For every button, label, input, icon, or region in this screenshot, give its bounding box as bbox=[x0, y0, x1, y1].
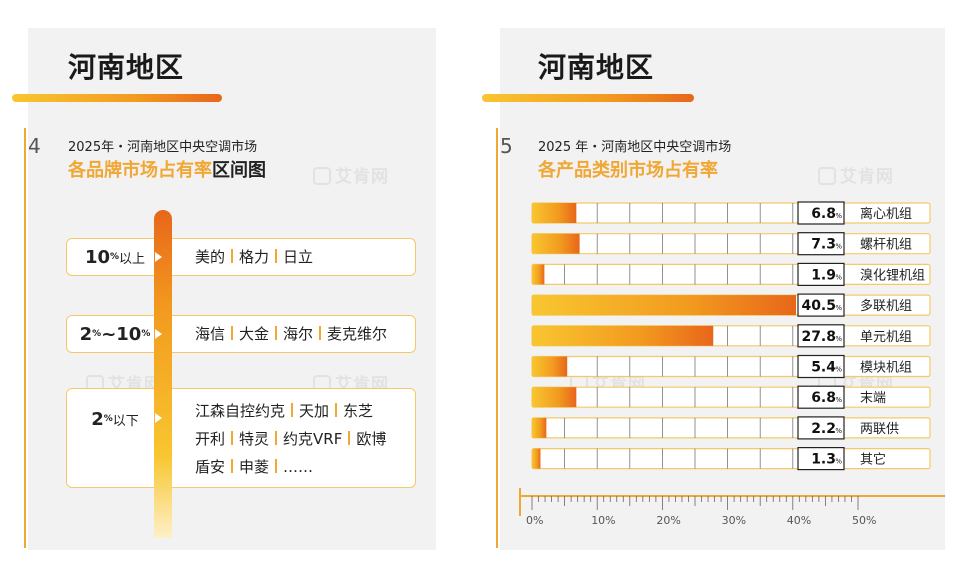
value-box bbox=[797, 201, 845, 225]
value-unit: % bbox=[835, 458, 842, 466]
bar-chart: 6.8% 离心机组 7.3% 螺杆机组 1.9% 溴化锂机组 40.5% 多联机组 27.8% 单… bbox=[519, 201, 945, 527]
value-box bbox=[797, 232, 845, 256]
value-label: 40.5 bbox=[801, 298, 836, 314]
region-title: 河南地区 bbox=[538, 51, 655, 84]
tier-label: 2% ~10% bbox=[79, 323, 151, 345]
category-label: 模块机组 bbox=[860, 361, 912, 376]
bar-其它 bbox=[532, 448, 541, 469]
bar-两联供 bbox=[532, 417, 547, 438]
tier-label: 10% 以上 bbox=[84, 246, 146, 268]
bar-多联机组 bbox=[532, 295, 797, 316]
value-label: 1.9 bbox=[811, 267, 836, 283]
value-box bbox=[797, 293, 845, 317]
x-tick-label: 10% bbox=[591, 514, 615, 527]
side-line bbox=[496, 128, 498, 548]
category-label: 溴化锂机组 bbox=[860, 268, 925, 283]
arrow-marker bbox=[155, 413, 162, 423]
value-unit: % bbox=[835, 335, 842, 343]
gradient-axis-bar bbox=[154, 210, 172, 538]
bar-单元机组 bbox=[532, 325, 714, 346]
x-tick-label: 50% bbox=[852, 514, 876, 527]
category-label: 单元机组 bbox=[860, 330, 912, 345]
value-label: 2.2 bbox=[811, 421, 836, 437]
value-label: 5.4 bbox=[811, 360, 836, 376]
watermark: 艾肯网 bbox=[313, 162, 389, 187]
value-unit: % bbox=[835, 366, 842, 374]
value-label: 7.3 bbox=[811, 237, 836, 253]
tier-row: 2% ~10% 海信 大金 海尔 麦克维尔 bbox=[66, 315, 416, 353]
value-label: 1.3 bbox=[811, 452, 836, 468]
tier-row: 10% 以上 美的 格力 日立 bbox=[66, 238, 416, 276]
arrow-marker bbox=[155, 329, 162, 339]
right-panel: 河南地区 5 2025 年・河南地区中央空调市场 各产品类别市场占有率 艾肯网 … bbox=[482, 28, 945, 550]
subtitle: 2025 年・河南地区中央空调市场 bbox=[538, 140, 732, 155]
value-unit: % bbox=[835, 427, 842, 435]
subtitle: 2025年・河南地区中央空调市场 bbox=[68, 140, 258, 155]
value-unit: % bbox=[835, 273, 842, 281]
heading: 各品牌市场占有率区间图 bbox=[68, 160, 266, 181]
x-tick-label: 20% bbox=[656, 514, 680, 527]
region-title: 河南地区 bbox=[68, 51, 185, 84]
value-label: 27.8 bbox=[801, 329, 836, 345]
title-underline bbox=[12, 94, 222, 102]
category-label: 两联供 bbox=[860, 422, 899, 437]
value-unit: % bbox=[835, 212, 842, 220]
tier-row: 2% 以下 江森自控约克 天加 东芝 开利 特灵 约克VRF 欧博 盾安 申菱…… bbox=[66, 388, 416, 488]
category-label: 离心机组 bbox=[860, 206, 912, 222]
category-label: 末端 bbox=[860, 391, 886, 406]
section-number: 5 bbox=[500, 134, 513, 158]
x-tick-label: 40% bbox=[787, 514, 811, 527]
arrow-marker bbox=[155, 252, 162, 262]
watermark: 艾肯网 bbox=[818, 162, 894, 187]
x-tick-label: 0% bbox=[526, 514, 543, 527]
value-box bbox=[797, 324, 845, 348]
section-number: 4 bbox=[28, 134, 41, 158]
value-box bbox=[797, 385, 845, 409]
tier-label: 2% 以下 bbox=[91, 408, 139, 430]
category-label: 其它 bbox=[860, 452, 886, 468]
x-tick-label: 30% bbox=[722, 514, 746, 527]
brand-list: 海信 大金 海尔 麦克维尔 bbox=[195, 325, 388, 343]
value-unit: % bbox=[835, 243, 842, 251]
bar-模块机组 bbox=[532, 356, 568, 377]
bar-末端 bbox=[532, 387, 577, 408]
category-label: 多联机组 bbox=[860, 298, 912, 314]
brand-list: 江森自控约克 天加 东芝 开利 特灵 约克VRF 欧博 盾安 申菱…… bbox=[195, 402, 387, 476]
left-panel: 河南地区 4 2025年・河南地区中央空调市场 各品牌市场占有率区间图 艾肯网 … bbox=[12, 28, 436, 550]
heading: 各产品类别市场占有率 bbox=[538, 160, 718, 181]
value-unit: % bbox=[835, 304, 842, 312]
category-label: 螺杆机组 bbox=[860, 238, 912, 253]
brand-list: 美的 格力 日立 bbox=[195, 248, 314, 266]
value-box bbox=[797, 416, 845, 440]
bar-离心机组 bbox=[532, 203, 577, 223]
value-box bbox=[797, 262, 845, 286]
value-box bbox=[797, 447, 845, 471]
value-unit: % bbox=[835, 396, 842, 404]
value-box bbox=[797, 354, 845, 379]
value-label: 6.8 bbox=[811, 390, 836, 406]
side-line bbox=[24, 128, 26, 548]
title-underline bbox=[482, 94, 694, 102]
value-label: 6.8 bbox=[811, 206, 836, 222]
bar-溴化锂机组 bbox=[532, 264, 545, 285]
bar-螺杆机组 bbox=[532, 233, 580, 254]
